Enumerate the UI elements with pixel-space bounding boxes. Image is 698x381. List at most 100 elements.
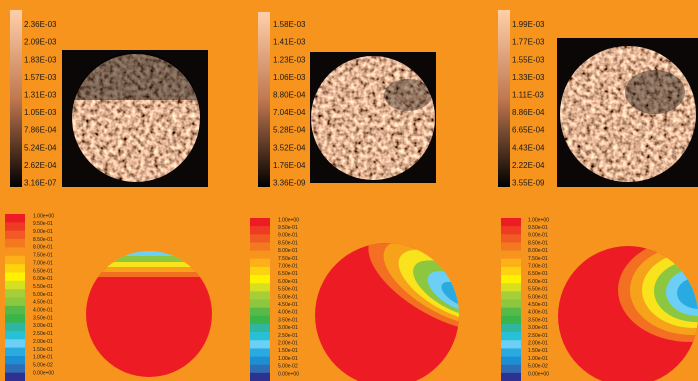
colorbar-band — [501, 357, 521, 366]
colorbar-band — [5, 239, 25, 248]
colorbar-band — [5, 247, 25, 256]
colorbar-label: 7.00e-01 — [528, 264, 548, 270]
colorbar-band — [250, 348, 270, 357]
colorbar-band — [250, 242, 270, 251]
colorbar-label: 1.33E-03 — [512, 73, 545, 82]
colorbar-label: 9.00e-01 — [33, 229, 53, 235]
colorbar-label: 4.43E-04 — [512, 143, 545, 152]
colorbar-label: 1.57E-03 — [24, 73, 57, 82]
colorbar-band — [501, 332, 521, 341]
colorbar: 1.00e+00 9.50e-01 9.00e-018.50e-01 8.00e-01… — [250, 217, 299, 381]
colorbar-label: 2.62E-04 — [24, 161, 57, 170]
contour-plot — [555, 238, 698, 381]
colorbar-band — [501, 267, 521, 276]
colorbar-label: 1.00e+00 — [278, 217, 299, 223]
colorbar-band — [501, 259, 521, 268]
colorbar-band — [501, 226, 521, 235]
colorbar: 1.99E-031.77E-031.55E-031.33E-031.11E-03… — [498, 10, 545, 188]
colorbar-label: 9.50e-01 — [278, 225, 298, 231]
colorbar-label: 1.76E-04 — [273, 161, 306, 170]
colorbar-label: 4.50e-01 — [278, 302, 298, 308]
colorbar-band — [501, 291, 521, 300]
colorbar-band — [5, 339, 25, 348]
colorbar-band — [5, 364, 25, 373]
colorbar-label: 0.00e+00 — [33, 370, 54, 376]
colorbar-label: 2.50e-01 — [278, 333, 298, 339]
colorbar-label: 6.00e-01 — [278, 279, 298, 285]
colorbar-label: 1.41E-03 — [273, 38, 306, 47]
colorbar-band — [5, 264, 25, 273]
colorbar-label: 3.16E-07 — [24, 179, 57, 188]
colorbar-band — [250, 283, 270, 292]
colorbar: 1.00e+009.50e-019.00e-018.50e-018.00e-01… — [5, 213, 54, 381]
colorbar-band — [250, 300, 270, 309]
colorbar-label: 9.50e-01 — [528, 225, 548, 231]
tomography-image — [62, 50, 208, 187]
colorbar-label: 9.00e-01 — [278, 233, 298, 239]
colorbar-label: 1.50e-01 — [528, 348, 548, 354]
colorbar-label: 8.00e-01 — [278, 248, 298, 254]
colorbar-label: 1.00e-01 — [278, 356, 298, 362]
colorbar-label: 6.50e-01 — [278, 271, 298, 277]
colorbar-label: 7.00e-01 — [278, 264, 298, 270]
colorbar-band — [250, 275, 270, 284]
colorbar-label: 8.50e-01 — [33, 237, 53, 243]
colorbar-label: 3.00e-01 — [278, 325, 298, 331]
colorbar-label: 1.05E-03 — [24, 108, 57, 117]
colorbar-band — [501, 316, 521, 325]
colorbar-band — [250, 226, 270, 235]
colorbar-band — [250, 308, 270, 317]
colorbar-label: 0.00e+00 — [528, 371, 549, 377]
colorbar-band — [5, 256, 25, 265]
colorbar-label: 7.50e-01 — [33, 253, 53, 259]
colorbar-label: 1.00e-01 — [33, 355, 53, 361]
colorbar-label: 2.00e-01 — [278, 341, 298, 347]
colorbar-gradient — [258, 12, 270, 187]
colorbar-label: 4.00e-01 — [33, 308, 53, 314]
colorbar-label: 2.00e-01 — [528, 341, 548, 347]
colorbar-band — [501, 218, 521, 227]
colorbar-label: 1.31E-03 — [24, 91, 57, 100]
colorbar-band — [250, 234, 270, 243]
colorbar-label: 7.00e-01 — [33, 260, 53, 266]
colorbar-label: 3.00e-01 — [33, 323, 53, 329]
colorbar-label: 3.36E-09 — [273, 179, 306, 188]
colorbar: 2.36E-032.09E-031.83E-031.57E-031.31E-03… — [10, 10, 57, 188]
colorbar-band — [501, 373, 521, 381]
colorbar-label: 0.00e+00 — [278, 371, 299, 377]
colorbar-label: 6.50e-01 — [528, 271, 548, 277]
colorbar-label: 1.00e-01 — [528, 356, 548, 362]
colorbar-label: 8.50e-01 — [528, 240, 548, 246]
colorbar-band — [250, 259, 270, 268]
colorbar-gradient — [498, 10, 510, 187]
colorbar-band — [501, 275, 521, 284]
colorbar-band — [250, 251, 270, 260]
colorbar-gradient — [10, 10, 22, 187]
colorbar-label: 9.00e-01 — [528, 233, 548, 239]
colorbar-label: 5.50e-01 — [33, 284, 53, 290]
colorbar-label: 5.00e-02 — [278, 364, 298, 370]
colorbar-label: 8.50e-01 — [278, 240, 298, 246]
figure: 2.36E-032.09E-031.83E-031.57E-031.31E-03… — [0, 0, 698, 381]
colorbar-label: 2.50e-01 — [528, 333, 548, 339]
colorbar-band — [5, 331, 25, 340]
colorbar-label: 6.00e-01 — [33, 276, 53, 282]
colorbar-band — [250, 218, 270, 227]
colorbar-label: 1.99E-03 — [512, 20, 545, 29]
colorbar: 1.58E-031.41E-031.23E-031.06E-038.80E-04… — [258, 12, 306, 188]
colorbar-label: 5.00e-01 — [33, 292, 53, 298]
colorbar-band — [250, 316, 270, 325]
colorbar-label: 8.80E-04 — [273, 91, 306, 100]
colorbar-label: 1.06E-03 — [273, 73, 306, 82]
colorbar-label: 1.58E-03 — [273, 20, 306, 29]
colorbar-label: 1.00e+00 — [528, 217, 549, 223]
colorbar-label: 5.00e-01 — [278, 294, 298, 300]
colorbar-band — [501, 365, 521, 374]
colorbar-band — [501, 251, 521, 260]
colorbar-band — [5, 314, 25, 323]
tomography-image — [557, 38, 698, 187]
colorbar-label: 2.00e-01 — [33, 339, 53, 345]
colorbar-label: 6.65E-04 — [512, 126, 545, 135]
colorbar-label: 4.00e-01 — [528, 310, 548, 316]
colorbar-label: 3.50e-01 — [528, 317, 548, 323]
